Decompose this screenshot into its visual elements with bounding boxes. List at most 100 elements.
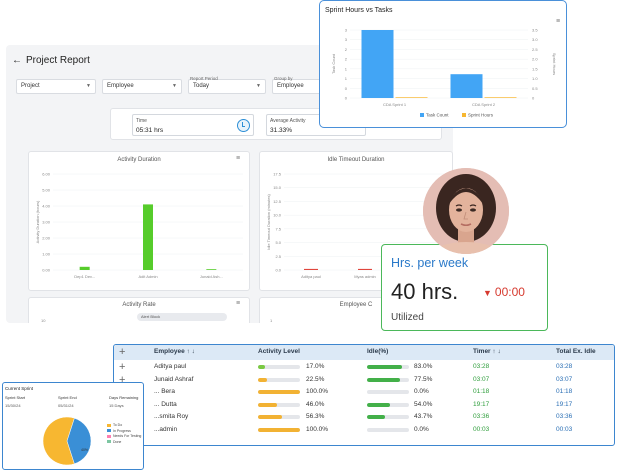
left-y-tick-label: 1 [345, 76, 348, 81]
project-select-value: Project [21, 83, 40, 89]
idle-bar [367, 402, 409, 407]
expand-row-icon[interactable]: + [119, 361, 126, 373]
idle-value: 83.0% [414, 363, 433, 370]
legend-swatch [420, 113, 424, 117]
idle-value: 54.0% [414, 400, 433, 408]
total-ex-idle-value: 03:07 [556, 375, 573, 383]
column-header-total[interactable]: Total Ex. Idle [556, 348, 596, 355]
pie-slice-to-do[interactable] [42, 416, 75, 466]
bar-task-count[interactable] [450, 74, 483, 98]
activity-bar-fill [258, 377, 268, 382]
sprint-hours-chart: 3 3.5 3 3.0 2 2.5 2 2.0 1 1.5 1 1.0 0 0.5 0 0 Task Count… [331, 28, 557, 118]
chevron-down-icon: ▼ [86, 83, 91, 89]
report-period-select[interactable]: Report Period Today ▼ [188, 76, 266, 94]
employee-name: Junaid Ashraf [154, 375, 194, 383]
current-sprint-title: Current Sprint [5, 386, 34, 391]
sprint-hours-popover: Sprint Hours vs Tasks ≡ 3 3.5 3 3.0 2 2.5 2 2.0… [319, 0, 567, 128]
bar[interactable] [206, 269, 217, 270]
employee-name: ... Bera [154, 388, 175, 396]
right-y-tick-label: 1.0 [532, 76, 538, 81]
total-ex-idle-value: 00:03 [556, 426, 573, 433]
legend-label: Needs For Testing [113, 434, 142, 438]
menu-icon[interactable]: ≡ [236, 300, 241, 307]
right-y-tick-label: 0 [532, 96, 535, 101]
idle-bar-fill [367, 377, 400, 382]
left-y-tick-label: 0 [345, 86, 348, 91]
bar-sprint-hours[interactable] [484, 97, 517, 98]
legend-swatch [107, 429, 111, 433]
activity-duration-chart: 6.00 5.00 4.00 3.00 2.00 1.00 0.00 Activity Dur… [35, 172, 243, 279]
bar[interactable] [79, 266, 90, 270]
back-arrow-icon[interactable]: ← [12, 55, 22, 66]
activity-bar-fill [258, 402, 278, 407]
employee-name: ... Dutta [154, 400, 177, 408]
idle-timeout-title: Idle Timeout Duration [327, 157, 385, 163]
column-header-idle[interactable]: Idle(%) [367, 348, 389, 355]
idle-bar [367, 415, 409, 420]
activity-duration-card: Activity Duration ≡ 6.00 5.00 4.00 3.00 2.00… [28, 151, 250, 291]
chevron-down-icon: ▼ [172, 83, 177, 89]
group-by-select[interactable]: Group by Employee [272, 76, 328, 94]
left-y-tick-label: 1 [345, 66, 348, 71]
days-remaining-label: Days Remaining [109, 395, 139, 400]
column-header-timer[interactable]: Timer ↑ ↓ [473, 348, 501, 355]
activity-value: 46.0% [306, 400, 325, 408]
y-axis-label: Activity Duration (hours) [35, 200, 40, 243]
column-header-activity[interactable]: Activity Level [258, 348, 300, 355]
legend-label: Done [113, 439, 122, 444]
idle-bar [367, 428, 409, 432]
employee-name: ...smita Roy [154, 413, 189, 421]
menu-icon[interactable]: ≡ [556, 18, 561, 25]
bar[interactable] [358, 268, 372, 270]
group-by-value: Employee [277, 83, 304, 89]
total-ex-idle-value: 03:28 [556, 363, 573, 370]
y-tick-label: 1.00 [42, 252, 51, 257]
employee-name: ...admin [154, 426, 178, 433]
time-stat-value: 05:31 hrs [136, 127, 164, 134]
x-tick-label: Myas admin [354, 274, 376, 279]
expand-all-icon[interactable]: + [119, 346, 126, 358]
legend-item: Needs For Testing [107, 434, 141, 438]
x-tick-label: Adit Admin [138, 274, 157, 279]
y-tick-label: 2.00 [42, 236, 51, 241]
x-tick-label: Aditya paul [301, 274, 321, 279]
table-row[interactable]: + Aditya paul 17.0% 83.0% 03:28 03:28 [114, 362, 614, 373]
y-axis-label: Idle Timeout Duration (minutes) [266, 193, 271, 249]
chevron-down-icon: ▼ [256, 83, 261, 89]
project-select[interactable]: Project ▼ [16, 79, 96, 94]
page-title: ← Project Report [12, 55, 90, 66]
time-stat: Time 05:31 hrs [132, 114, 254, 136]
left-y-tick-label: 3 [345, 28, 348, 33]
right-y-tick-label: 3.0 [532, 37, 538, 42]
activity-duration-title: Activity Duration [117, 157, 161, 163]
bar-sprint-hours[interactable] [395, 97, 428, 98]
bar[interactable] [304, 268, 318, 270]
timer-value: 03:28 [473, 363, 490, 370]
menu-icon[interactable]: ≡ [236, 155, 241, 162]
legend-item: To Do [107, 423, 122, 427]
sprint-chart-title: Sprint Hours vs Tasks [325, 7, 393, 14]
bar-task-count[interactable] [361, 30, 394, 98]
legend-label: To Do [113, 423, 123, 427]
column-header-employee[interactable]: Employee ↑ ↓ [154, 348, 195, 355]
idle-bar-fill [367, 415, 386, 420]
right-y-tick-label: 1.5 [532, 66, 538, 71]
bar[interactable] [143, 204, 153, 270]
hrs-per-week-card: Hrs. per week 40 hrs. ▼ 00:00 Utilized [381, 244, 548, 331]
total-ex-idle-value: 01:18 [556, 388, 573, 396]
table-row[interactable]: + Junaid Ashraf 22.5% 77.5% 03:07 03:07 [114, 373, 614, 386]
employee-select[interactable]: Employee ▼ [102, 79, 182, 94]
y-tick-label: 2.5 [275, 254, 281, 259]
pie-slice-in-progress[interactable] [66, 417, 92, 465]
expand-row-icon[interactable]: + [119, 373, 126, 386]
left-y-tick-label: 3 [345, 37, 348, 42]
days-remaining-value: 15 Days [109, 403, 124, 408]
timer-value: 03:07 [473, 375, 490, 383]
employee-card-ytick: 1 [270, 318, 273, 323]
y-tick-label: 10.0 [273, 213, 282, 218]
left-axis-label: Task Count [331, 53, 336, 74]
